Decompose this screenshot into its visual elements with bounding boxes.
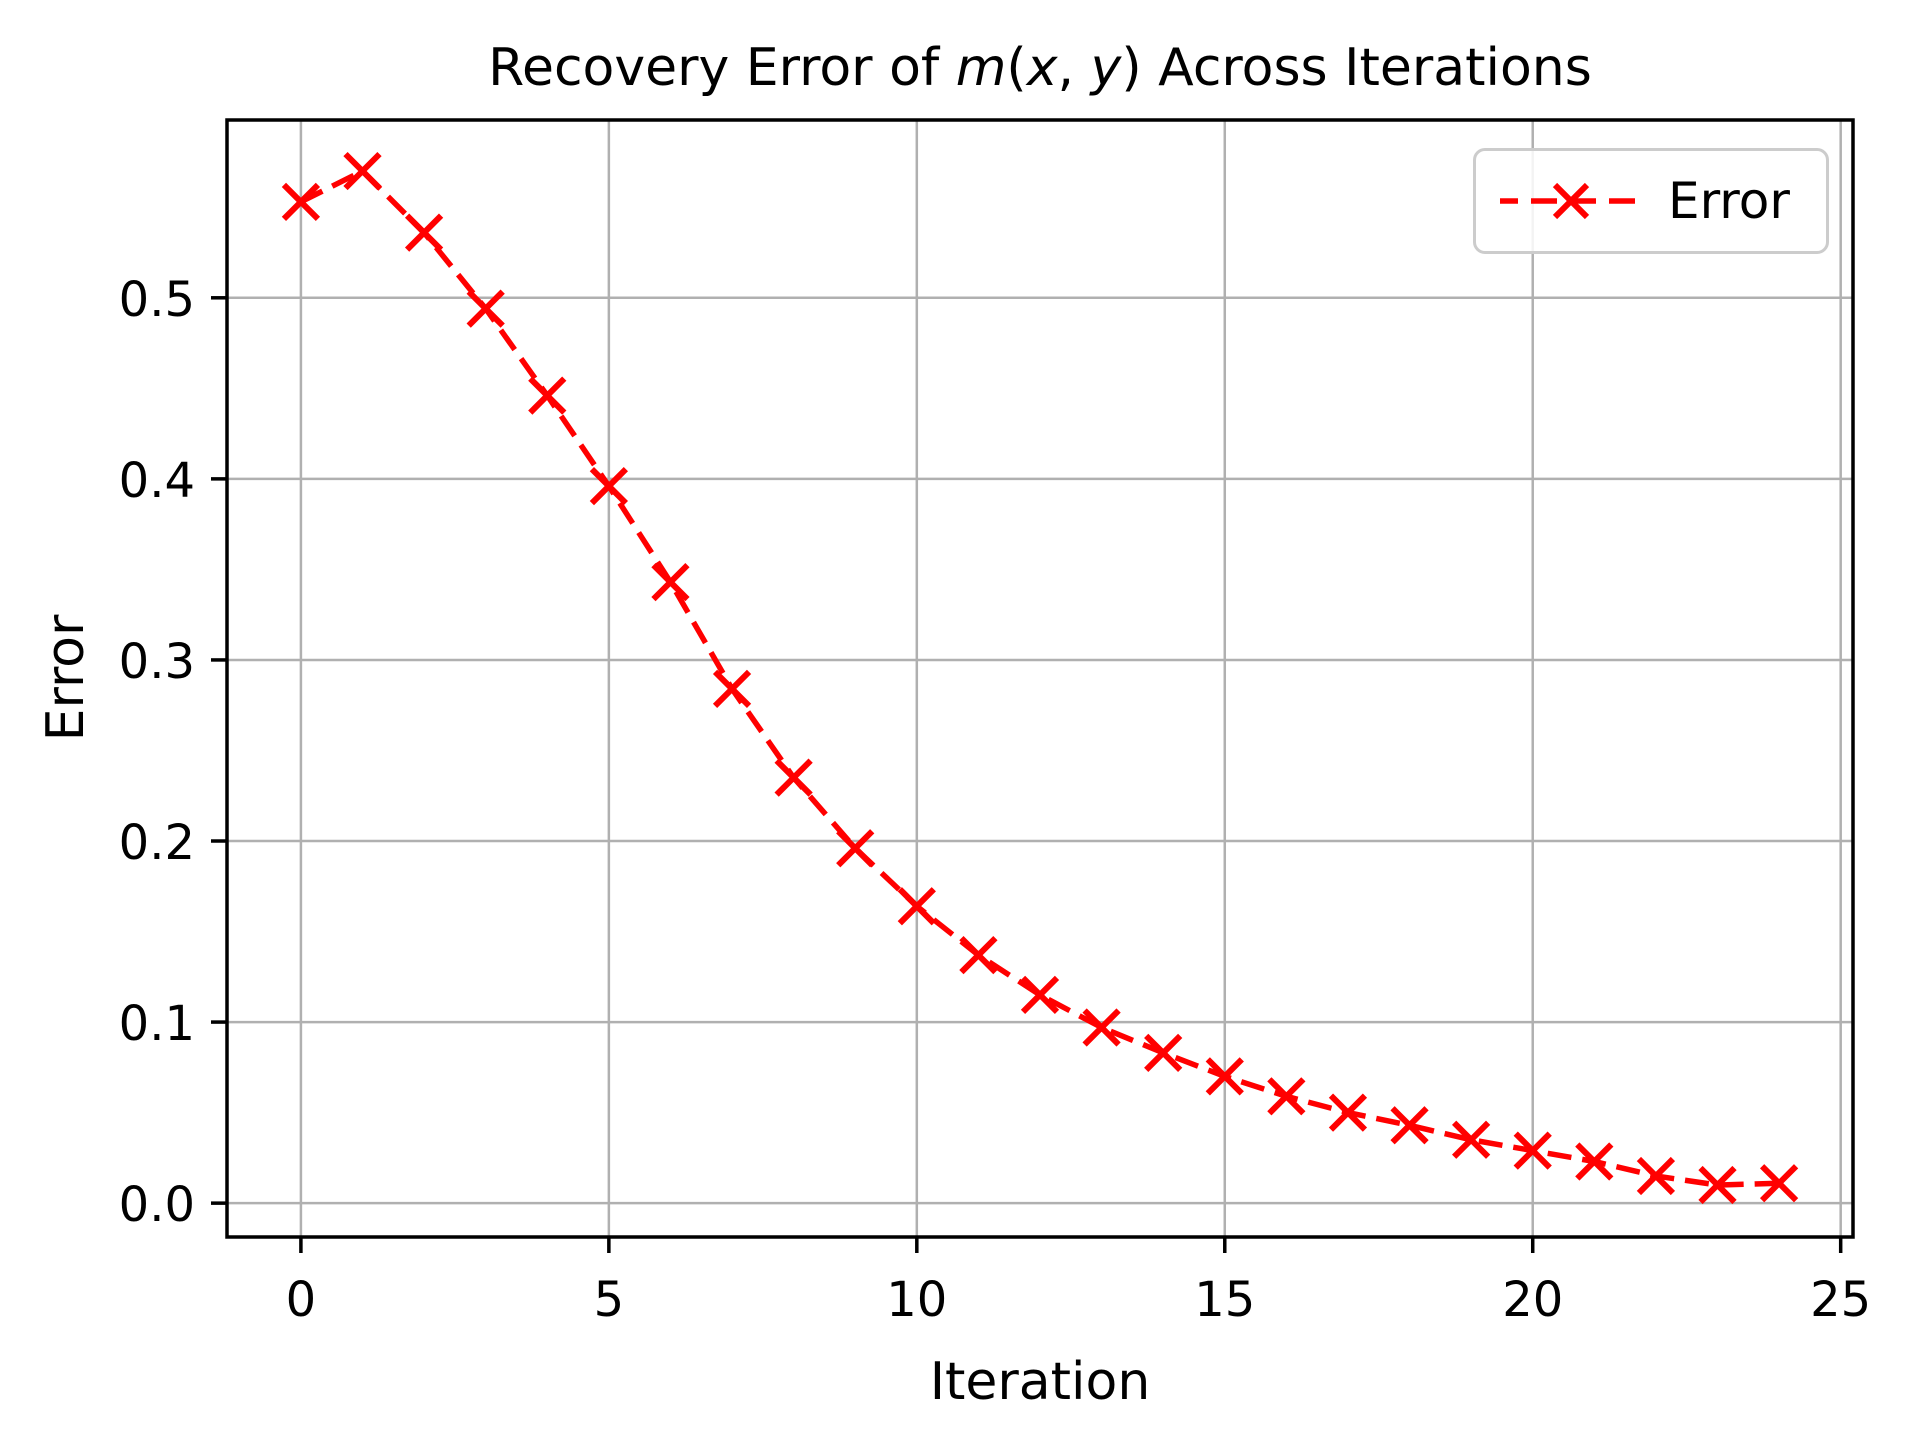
data-point-marker xyxy=(528,376,567,415)
title-paren-open: ( xyxy=(1006,38,1027,98)
axes-frame xyxy=(225,118,1855,1239)
data-point-marker xyxy=(774,758,813,797)
data-point-marker xyxy=(1390,1106,1429,1145)
x-axis-label: Iteration xyxy=(929,1352,1151,1412)
x-tick-label: 20 xyxy=(1502,1272,1563,1328)
legend-sample-marker xyxy=(1552,182,1590,220)
data-point-marker xyxy=(1698,1165,1737,1205)
data-point-marker xyxy=(343,151,382,191)
y-tick-label: 0.0 xyxy=(119,1177,195,1233)
y-tick-label: 0.2 xyxy=(119,815,195,871)
data-point-marker xyxy=(466,289,505,328)
data-point-marker xyxy=(404,213,444,252)
series-line-error xyxy=(299,167,1780,1188)
y-tick-label: 0.3 xyxy=(119,634,195,690)
data-point-marker xyxy=(1082,1008,1121,1047)
title-paren-close: ) xyxy=(1121,38,1142,98)
chart-title: Recovery Error of m(x, y) Across Iterati… xyxy=(227,38,1853,98)
data-point-marker xyxy=(1205,1057,1244,1096)
title-math-y: y xyxy=(1090,38,1122,98)
y-tick-label: 0.1 xyxy=(119,996,195,1052)
x-tick-label: 10 xyxy=(886,1272,947,1328)
data-point-marker xyxy=(589,466,628,506)
data-point-marker xyxy=(1636,1156,1676,1196)
x-tick-label: 15 xyxy=(1194,1272,1255,1328)
data-point-marker xyxy=(1144,1033,1183,1072)
y-tick-label: 0.5 xyxy=(119,272,195,328)
x-tick-label: 5 xyxy=(594,1272,625,1328)
data-point-marker xyxy=(1575,1142,1614,1181)
legend: Error xyxy=(1473,148,1829,254)
title-comma: , xyxy=(1057,38,1091,98)
data-point-marker xyxy=(712,669,752,709)
data-point-marker xyxy=(1328,1093,1368,1132)
title-math-m: m xyxy=(955,38,1007,98)
x-tick-label: 0 xyxy=(286,1272,317,1328)
title-math-x: x xyxy=(1026,38,1058,98)
data-point-marker xyxy=(1513,1131,1552,1170)
data-point-marker xyxy=(959,935,998,975)
legend-label: Error xyxy=(1668,172,1790,230)
data-point-marker xyxy=(1759,1164,1799,1203)
data-point-marker xyxy=(281,182,321,221)
y-axis-label: Error xyxy=(36,614,96,742)
legend-line-sample-icon xyxy=(1500,182,1642,220)
title-text-suffix: Across Iterations xyxy=(1141,38,1592,98)
x-tick-label: 25 xyxy=(1810,1272,1871,1328)
data-point-marker xyxy=(651,562,690,602)
data-point-marker xyxy=(1267,1077,1306,1116)
title-text: Recovery Error of xyxy=(488,38,956,98)
data-point-marker xyxy=(1452,1120,1491,1159)
data-point-marker xyxy=(836,829,875,868)
data-point-marker xyxy=(897,887,936,926)
data-point-marker xyxy=(1020,975,1060,1015)
y-tick-label: 0.4 xyxy=(119,453,195,509)
